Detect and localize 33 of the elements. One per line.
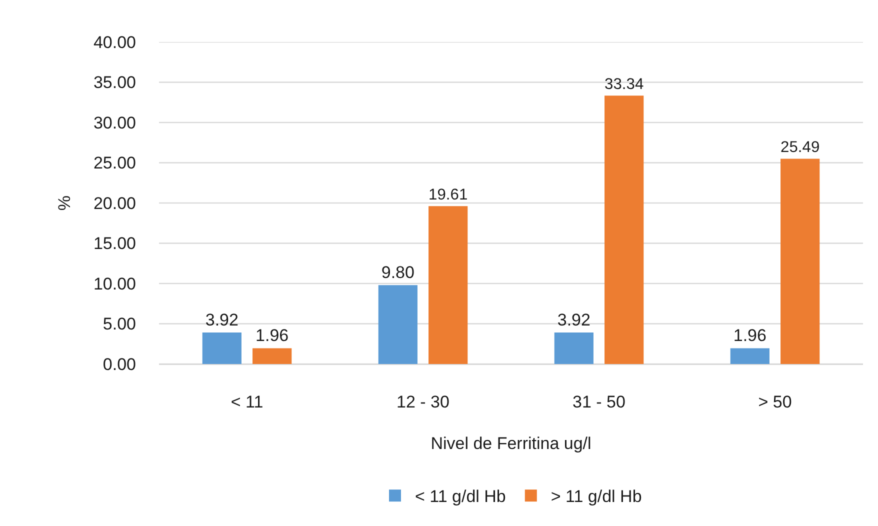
x-axis-title: Nivel de Ferritina ug/l (430, 434, 592, 453)
bar (554, 332, 594, 364)
y-tick-label: 0.00 (102, 354, 136, 374)
x-tick-label: 31 - 50 (572, 392, 626, 412)
x-tick-label: 12 - 30 (396, 392, 450, 412)
bar (604, 96, 644, 364)
y-tick-label: 25.00 (93, 154, 136, 173)
data-label: 25.49 (780, 139, 820, 156)
y-tick-label: 5.00 (102, 314, 136, 334)
x-tick-label: > 50 (758, 392, 792, 412)
y-tick-label: 20.00 (93, 194, 136, 213)
y-tick-label: 30.00 (93, 113, 136, 132)
data-label: 9.80 (381, 263, 414, 282)
bar (252, 348, 292, 364)
y-tick-label: 35.00 (93, 73, 136, 92)
bar (378, 285, 418, 364)
x-tick-label: < 11 (230, 392, 264, 412)
data-label: 19.61 (428, 186, 468, 204)
data-label: 3.92 (557, 310, 590, 330)
y-tick-label: 40.00 (93, 32, 136, 52)
y-tick-label: 10.00 (93, 274, 136, 294)
data-label: 1.96 (256, 326, 289, 346)
legend-label: > 11 g/dl Hb (550, 487, 642, 506)
data-label: 3.92 (205, 310, 238, 330)
data-label: 33.34 (604, 76, 644, 93)
data-label: 1.96 (733, 326, 766, 346)
bar (202, 332, 242, 364)
bar (780, 158, 820, 364)
bar (730, 348, 770, 364)
bar (428, 206, 468, 364)
y-axis-title: % (55, 195, 74, 211)
legend-label: < 11 g/dl Hb (415, 487, 506, 506)
y-tick-label: 15.00 (93, 234, 136, 254)
